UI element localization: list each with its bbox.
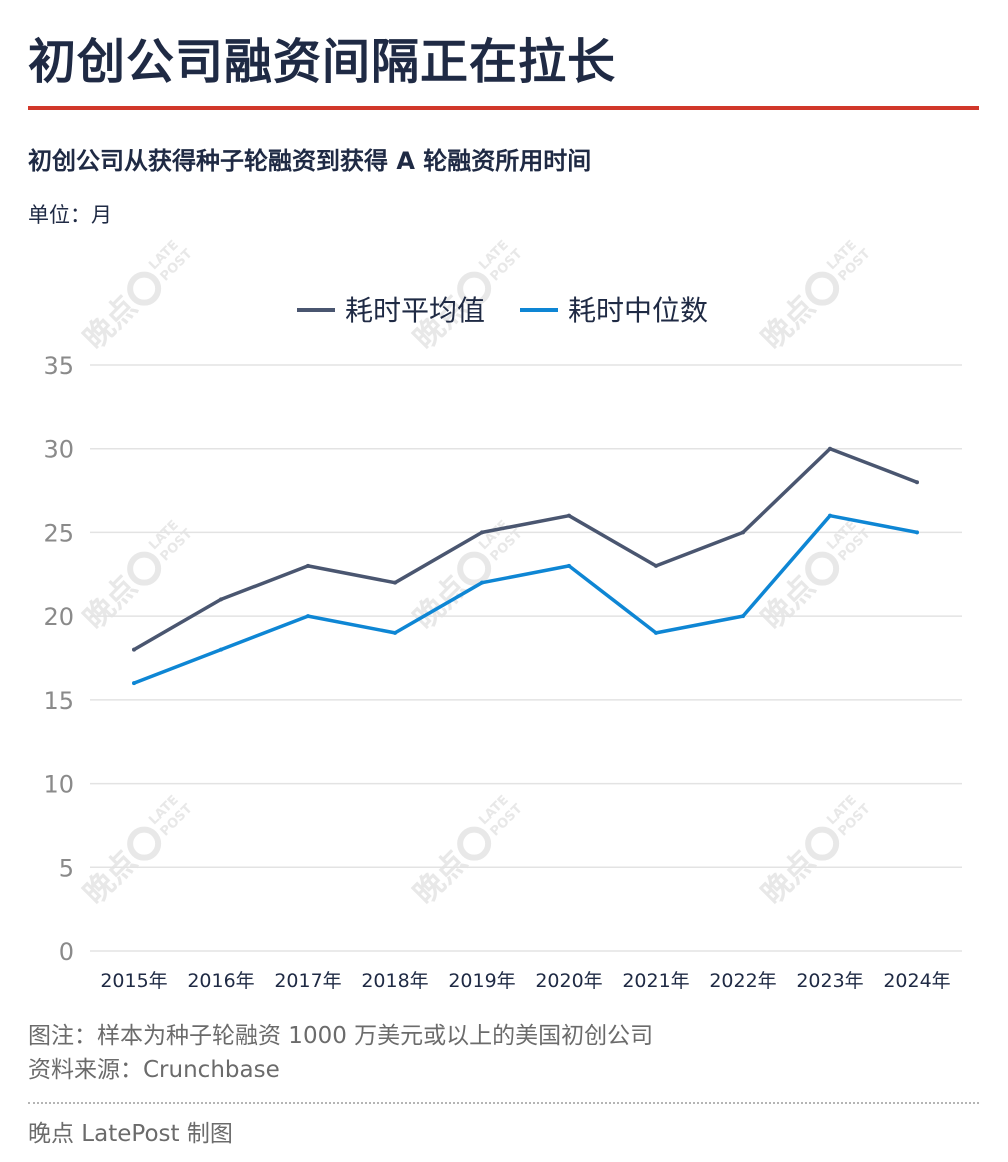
- chart-notes: 图注：样本为种子轮融资 1000 万美元或以上的美国初创公司 资料来源：Crun…: [28, 1019, 653, 1087]
- unit-label: 单位：月: [28, 203, 112, 227]
- watermark-logo-icon: [805, 271, 840, 306]
- y-tick-label: 30: [43, 436, 74, 464]
- title-divider: [28, 106, 979, 110]
- x-tick-label: 2019年: [448, 970, 515, 992]
- chart-subtitle: 初创公司从获得种子轮融资到获得 A 轮融资所用时间: [28, 147, 592, 175]
- footer-divider: [28, 1102, 979, 1104]
- x-tick-label: 2024年: [883, 970, 950, 992]
- data-point: [219, 647, 223, 652]
- x-tick-label: 2021年: [622, 970, 689, 992]
- x-tick-label: 2015年: [100, 970, 167, 992]
- watermark-logo-icon: [127, 826, 162, 861]
- x-tick-label: 2017年: [274, 970, 341, 992]
- data-point: [219, 597, 223, 602]
- data-point: [132, 647, 136, 652]
- legend-label: 耗时中位数: [568, 294, 708, 327]
- chart-legend: 耗时平均值 耗时中位数: [297, 294, 708, 327]
- data-point: [828, 446, 832, 451]
- y-axis-ticks: 0 5 10 15 20 25 30 35: [43, 352, 74, 966]
- data-point: [567, 563, 571, 568]
- x-tick-label: 2020年: [535, 970, 602, 992]
- y-tick-label: 0: [59, 938, 74, 966]
- watermark-logo-icon: [127, 551, 162, 586]
- data-point: [393, 630, 397, 635]
- y-tick-label: 10: [43, 771, 74, 799]
- x-tick-label: 2018年: [361, 970, 428, 992]
- y-tick-label: 35: [43, 352, 74, 380]
- data-point: [306, 563, 310, 568]
- data-point: [915, 530, 919, 535]
- series-line: [132, 446, 919, 652]
- data-source: 资料来源：Crunchbase: [28, 1057, 280, 1083]
- legend-label: 耗时平均值: [345, 294, 485, 327]
- data-point: [480, 530, 484, 535]
- x-tick-label: 2016年: [187, 970, 254, 992]
- data-point: [654, 630, 658, 635]
- x-tick-label: 2023年: [796, 970, 863, 992]
- chart-credit: 晚点 LatePost 制图: [28, 1121, 233, 1147]
- x-tick-label: 2022年: [709, 970, 776, 992]
- data-point: [741, 614, 745, 619]
- watermark-logo-icon: [805, 826, 840, 861]
- chart-grid: [90, 364, 962, 952]
- data-point: [132, 681, 136, 686]
- y-tick-label: 5: [59, 854, 74, 882]
- chart-series: [132, 446, 919, 686]
- series-line: [132, 513, 919, 685]
- data-point: [306, 614, 310, 619]
- y-tick-label: 15: [43, 687, 74, 715]
- watermark-logo-icon: [457, 271, 492, 306]
- y-tick-label: 20: [43, 603, 74, 631]
- data-point: [741, 530, 745, 535]
- data-point: [654, 563, 658, 568]
- watermark-logo-icon: [805, 551, 840, 586]
- page-title: 初创公司融资间隔正在拉长: [28, 34, 617, 90]
- data-point: [567, 513, 571, 518]
- y-tick-label: 25: [43, 519, 74, 547]
- data-point: [828, 513, 832, 518]
- data-point: [915, 480, 919, 485]
- watermark-logo-icon: [457, 826, 492, 861]
- watermark-logo-icon: [457, 551, 492, 586]
- data-point: [480, 580, 484, 585]
- x-axis-ticks: 2015年 2016年 2017年 2018年 2019年 2020年 2021年 2022年…: [100, 970, 950, 992]
- watermark-logo-icon: [127, 271, 162, 306]
- chart-note: 图注：样本为种子轮融资 1000 万美元或以上的美国初创公司: [28, 1023, 654, 1049]
- data-point: [393, 580, 397, 585]
